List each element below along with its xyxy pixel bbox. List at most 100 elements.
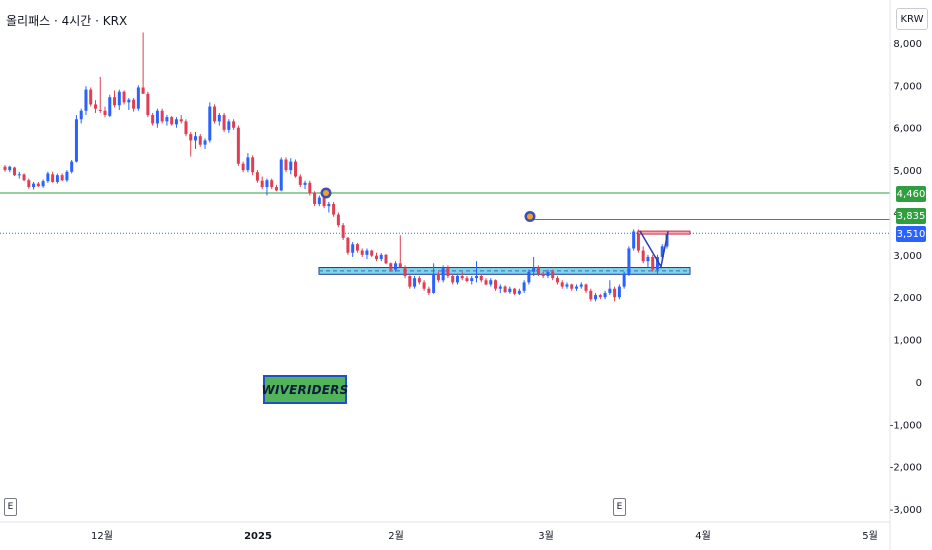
price-tag-lower-line: 3,835 xyxy=(896,208,926,224)
candle-body xyxy=(3,166,7,171)
candle-body xyxy=(184,121,188,135)
candle-body xyxy=(527,271,531,283)
candle-body xyxy=(322,197,326,207)
candle-body xyxy=(236,127,240,164)
candle-body xyxy=(55,175,59,182)
candle-body xyxy=(27,180,31,188)
candle-body xyxy=(284,159,288,171)
y-tick-label: 6,000 xyxy=(893,124,922,135)
candle-body xyxy=(474,276,478,279)
y-tick-label: 8,000 xyxy=(893,39,922,50)
candle-body xyxy=(398,263,402,268)
candle-body xyxy=(270,180,274,188)
candle-body xyxy=(446,267,450,276)
candle-body xyxy=(536,267,540,274)
marker-icon-center xyxy=(527,213,533,220)
candle-body xyxy=(308,182,312,194)
candle-body xyxy=(603,292,607,298)
candle-body xyxy=(13,167,17,176)
candle-body xyxy=(641,250,645,262)
earnings-icon[interactable]: E xyxy=(613,498,626,516)
candle-body xyxy=(74,119,78,162)
y-tick-label: 3,000 xyxy=(893,251,922,262)
candle-body xyxy=(93,104,97,109)
y-tick-label: -1,000 xyxy=(890,420,922,431)
candle-body xyxy=(317,197,321,204)
candle-body xyxy=(560,282,564,287)
x-tick-label: 2월 xyxy=(388,530,404,542)
candle-body xyxy=(84,89,88,111)
candle-body xyxy=(189,134,193,141)
candle-body xyxy=(89,89,93,105)
candle-body xyxy=(227,121,231,130)
candle-body xyxy=(632,231,636,249)
symbol-title[interactable]: 올리패스 · 4시간 · KRX xyxy=(6,14,128,28)
candle-body xyxy=(436,273,440,281)
candle-body xyxy=(508,288,512,293)
candle-body xyxy=(174,119,178,125)
candle-body xyxy=(389,263,393,270)
candle-body xyxy=(479,276,483,281)
y-tick-label: 7,000 xyxy=(893,81,922,92)
candle-body xyxy=(613,288,617,298)
price-tag-upper-line: 4,460 xyxy=(896,186,926,202)
candle-body xyxy=(208,106,212,141)
candle-body xyxy=(517,290,521,294)
candle-body xyxy=(579,284,583,287)
watermark-logo: WIVERIDERS xyxy=(262,375,348,404)
marker-icon-center xyxy=(323,189,329,196)
y-tick-label: 2,000 xyxy=(893,293,922,304)
y-tick-label: 1,000 xyxy=(893,336,922,347)
candle-body xyxy=(370,250,374,256)
candle-body xyxy=(598,295,602,298)
candle-body xyxy=(294,161,298,177)
candle-body xyxy=(146,93,150,116)
candle-body xyxy=(594,295,598,300)
candle-body xyxy=(646,256,650,262)
candle-body xyxy=(70,161,74,172)
candle-body xyxy=(532,267,536,272)
candle-body xyxy=(541,273,545,276)
candle-body xyxy=(484,280,488,285)
candle-body xyxy=(655,256,659,270)
candle-body xyxy=(36,183,40,187)
candle-body xyxy=(355,244,359,251)
y-tick-label: 5,000 xyxy=(893,166,922,177)
candle-body xyxy=(408,276,412,287)
candle-body xyxy=(555,278,559,283)
x-tick-label: 5월 xyxy=(862,530,878,542)
candle-body xyxy=(465,278,469,282)
candle-body xyxy=(394,263,398,270)
candle-body xyxy=(179,119,183,122)
candle-body xyxy=(575,286,579,289)
candle-body xyxy=(194,136,198,141)
candle-body xyxy=(341,225,345,238)
y-tick-label: -2,000 xyxy=(890,463,922,474)
candle-body xyxy=(360,250,364,255)
candle-body xyxy=(170,117,174,125)
candle-body xyxy=(498,286,502,289)
candle-body xyxy=(122,91,126,103)
candle-body xyxy=(432,273,436,293)
candle-body xyxy=(608,288,612,293)
candle-body xyxy=(313,193,317,204)
candle-body xyxy=(584,284,588,291)
candle-body xyxy=(108,97,112,116)
candle-body xyxy=(17,174,21,176)
candle-body xyxy=(460,276,464,279)
candle-body xyxy=(251,157,255,173)
candle-body xyxy=(98,109,102,111)
earnings-icon[interactable]: E xyxy=(4,498,17,516)
candle-body xyxy=(265,180,269,188)
candle-body xyxy=(51,174,55,182)
candle-body xyxy=(279,159,283,191)
y-tick-label: -3,000 xyxy=(890,505,922,516)
candle-body xyxy=(346,237,350,253)
currency-button[interactable]: KRW xyxy=(896,8,928,30)
candle-body xyxy=(379,254,383,260)
candle-body xyxy=(374,255,378,260)
candle-body xyxy=(41,181,45,187)
candle-body xyxy=(336,214,340,226)
candle-body xyxy=(46,173,50,182)
